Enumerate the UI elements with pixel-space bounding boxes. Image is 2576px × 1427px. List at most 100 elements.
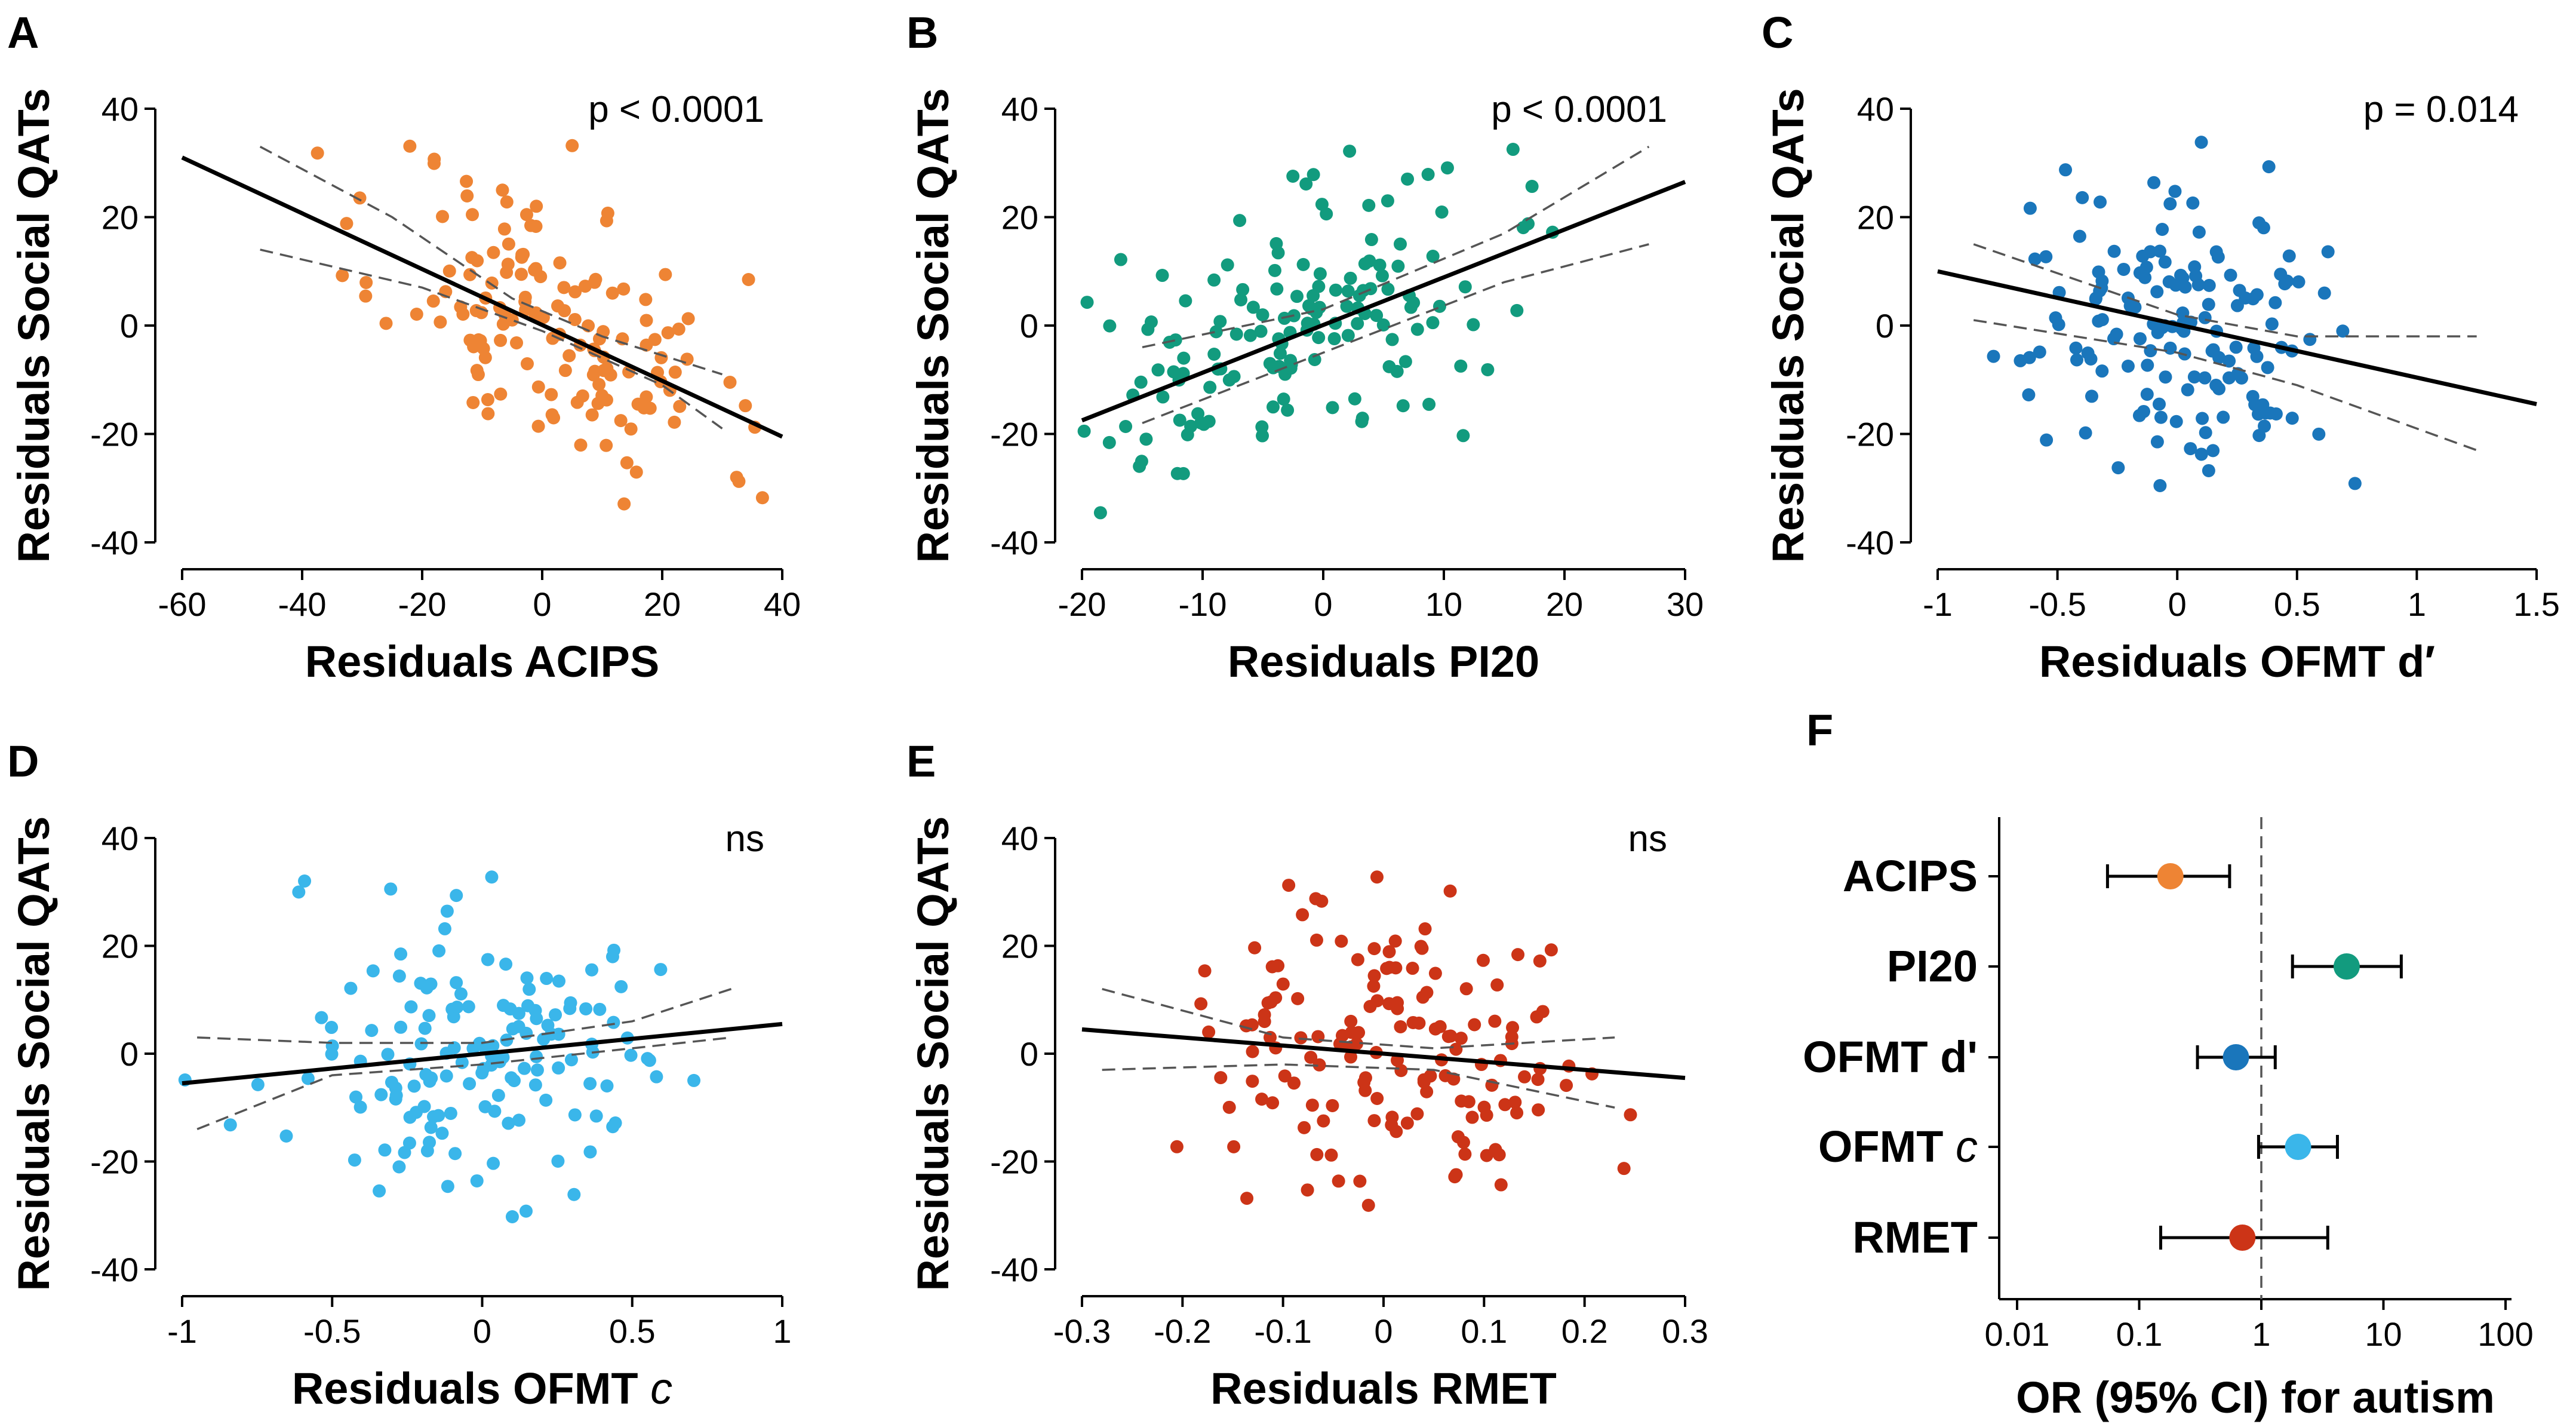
scatter-point (1290, 290, 1304, 303)
scatter-point (2261, 361, 2274, 375)
scatter-point (1351, 317, 1364, 330)
scatter-point (1315, 198, 1329, 211)
scatter-point (564, 996, 577, 1009)
scatter-point (1508, 1095, 1522, 1109)
scatter-point (1291, 992, 1305, 1005)
scatter-point (1532, 1103, 1545, 1117)
significance-annotation: ns (726, 818, 764, 860)
scatter-point (1624, 1108, 1637, 1122)
scatter-point (1282, 879, 1296, 892)
scatter-point (620, 456, 634, 469)
scatter-point (591, 397, 605, 410)
scatter-point (1269, 991, 1283, 1005)
ci-upper-curve (1102, 988, 1615, 1049)
scatter-point (1370, 1091, 1384, 1105)
scatter-point (530, 1063, 544, 1077)
significance-annotation: p < 0.0001 (588, 89, 764, 130)
x-axis-label-italic: c (638, 1364, 673, 1413)
scatter-point (348, 1153, 361, 1167)
scatter-point (1381, 194, 1394, 208)
x-tick-label: -0.3 (1053, 1312, 1111, 1350)
scatter-point (1404, 300, 1418, 314)
y-axis-label: Residuals Social QATs (9, 816, 59, 1291)
regression-line (1081, 1027, 1686, 1081)
scatter-point (439, 1069, 453, 1083)
scatter-point (2121, 360, 2135, 373)
scatter-point (487, 1156, 500, 1170)
x-tick-label: 10 (2365, 1315, 2402, 1353)
scatter-point (2211, 250, 2225, 264)
scatter-point (2147, 176, 2161, 189)
scatter-point (1525, 180, 1539, 194)
scatter-point (2246, 292, 2260, 306)
ci-lower-curve (1102, 1063, 1615, 1109)
scatter-point (1222, 1100, 1236, 1114)
scatter-point (353, 1100, 367, 1114)
scatter-point (1422, 397, 1436, 411)
scatter-point (2348, 477, 2362, 490)
scatter-point (585, 408, 599, 422)
scatter-point (1287, 1076, 1301, 1090)
scatter-point (432, 944, 446, 958)
x-tick-label: 0.1 (1461, 1312, 1507, 1350)
scatter-point (2268, 296, 2282, 309)
scatter-point (1270, 282, 1284, 296)
scatter-point (2150, 435, 2164, 449)
scatter-point (1240, 1192, 1254, 1205)
row-label: ACIPS (1843, 851, 1978, 901)
scatter-point (1348, 392, 1361, 406)
x-tick-label: -0.2 (1154, 1312, 1212, 1350)
significance-annotation: p = 0.014 (2363, 89, 2519, 130)
y-tick-label: 40 (102, 90, 139, 128)
scatter-point (1428, 966, 1442, 980)
scatter-point (1335, 934, 1348, 948)
scatter-point (1144, 315, 1158, 329)
scatter-point (2336, 324, 2350, 338)
scatter-point (564, 1053, 578, 1067)
scatter-point (2274, 268, 2288, 281)
scatter-point (1135, 455, 1148, 468)
scatter-point (502, 237, 515, 251)
scatter-point (1191, 407, 1205, 421)
scatter-point (1214, 1071, 1228, 1085)
scatter-point (530, 1049, 543, 1063)
y-axis-label: Residuals Social QATs (9, 88, 59, 563)
x-tick-label: 0.5 (2274, 585, 2320, 623)
x-tick-label: -0.5 (2028, 585, 2086, 623)
scatter-point (1344, 271, 1357, 285)
scatter-point (2209, 378, 2223, 392)
scatter-point (2163, 197, 2177, 211)
scatter-point (494, 387, 508, 401)
y-tick-label: 40 (1001, 90, 1038, 128)
scatter-point (1364, 233, 1378, 247)
scatter-point (2303, 333, 2317, 346)
y-tick-label: -40 (990, 524, 1038, 561)
scatter-point (1451, 1130, 1465, 1144)
scatter-point (1518, 1070, 1532, 1084)
scatter-point (1254, 324, 1268, 338)
scatter-point (755, 491, 769, 505)
scatter-point (497, 999, 511, 1012)
scatter-point (1119, 419, 1133, 433)
scatter-point (1102, 435, 1116, 449)
y-tick-label: -20 (90, 1143, 139, 1181)
scatter-point (2212, 351, 2226, 364)
scatter-point (2321, 245, 2335, 259)
scatter-point (567, 1187, 581, 1201)
scatter-point (1455, 1094, 1468, 1108)
scatter-point (427, 156, 441, 170)
scatter-point (447, 1041, 461, 1055)
scatter-point (1363, 1000, 1377, 1014)
scatter-point (496, 317, 510, 331)
scatter-point (2070, 353, 2084, 367)
scatter-point (605, 286, 619, 300)
ci-upper-curve (197, 988, 732, 1044)
scatter-point (460, 174, 474, 188)
scatter-point (1490, 978, 1504, 992)
scatter-point (539, 1093, 553, 1107)
scatter-point (1533, 954, 1547, 968)
regression-line (1081, 180, 1686, 423)
scatter-point (2023, 201, 2037, 215)
panel-label: B (906, 8, 938, 57)
scatter-point (438, 922, 451, 935)
